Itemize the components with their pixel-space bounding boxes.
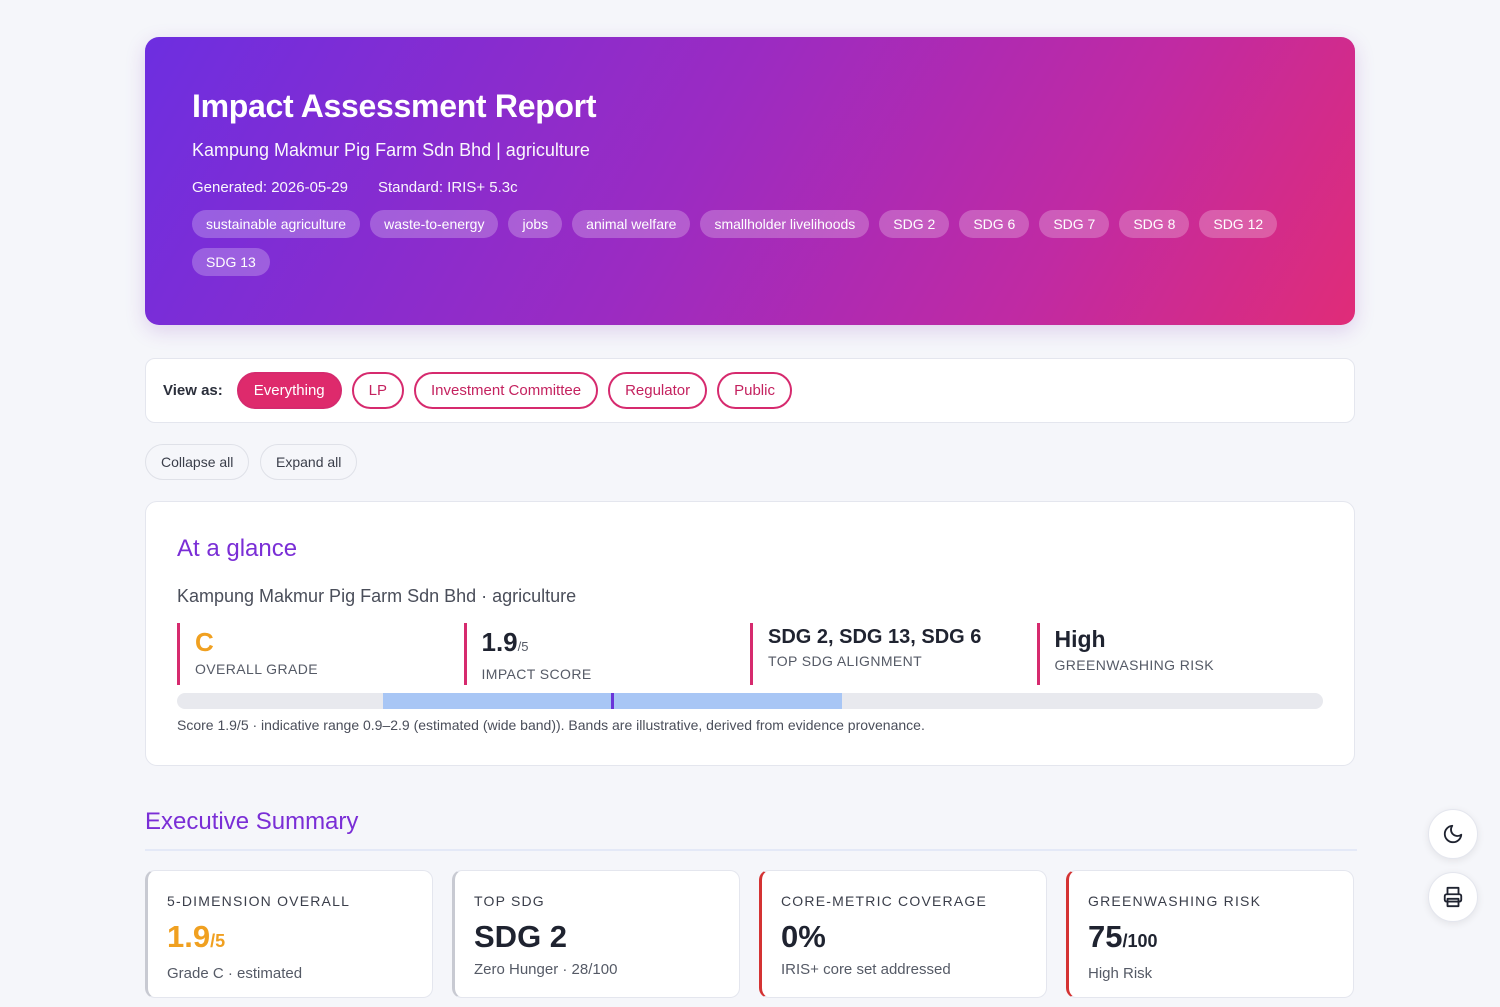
tag-jobs: jobs — [508, 210, 563, 238]
kpi-overall-grade: C OVERALL GRADE — [177, 623, 464, 685]
overall-grade-value: C — [195, 627, 214, 657]
report-subtitle: Kampung Makmur Pig Farm Sdn Bhd | agricu… — [192, 140, 590, 160]
at-a-glance-card: At a glance Kampung Makmur Pig Farm Sdn … — [145, 501, 1355, 766]
score-range-band — [177, 693, 1323, 709]
summary-card-key: CORE-METRIC COVERAGE — [781, 893, 988, 909]
summary-card-number: 1.9 — [167, 919, 211, 954]
greenwashing-value: High — [1054, 626, 1106, 652]
summary-card-sub: IRIS+ core set addressed — [781, 961, 951, 978]
summary-card-greenwashing: GREENWASHING RISK 75/100 High Risk — [1066, 870, 1354, 998]
tag-sdg-12: SDG 12 — [1199, 210, 1278, 238]
impact-score-number: 1.9 — [481, 627, 518, 657]
executive-summary-title: Executive Summary — [145, 808, 359, 835]
view-as-bar: View as: Everything LP Investment Commit… — [145, 358, 1355, 423]
kpi-greenwashing: High GREENWASHING RISK — [1036, 623, 1324, 685]
score-band-note: Score 1.9/5 · indicative range 0.9–2.9 (… — [177, 717, 925, 733]
tag-sdg-2: SDG 2 — [879, 210, 950, 238]
summary-card-key: TOP SDG — [474, 893, 545, 909]
score-marker — [611, 693, 615, 709]
page-title: Impact Assessment Report — [192, 88, 597, 124]
greenwashing-caption: GREENWASHING RISK — [1054, 657, 1215, 673]
view-regulator-button[interactable]: Regulator — [608, 372, 708, 409]
summary-card-value: SDG 2 — [474, 919, 568, 954]
printer-icon — [1443, 886, 1463, 908]
view-investment-committee-button[interactable]: Investment Committee — [414, 372, 599, 409]
print-button[interactable] — [1428, 872, 1478, 922]
tag-smallholder-livelihoods: smallholder livelihoods — [700, 210, 870, 238]
view-public-button[interactable]: Public — [717, 372, 792, 409]
tag-list: sustainable agriculture waste-to-energy … — [192, 210, 1312, 276]
expand-all-button[interactable]: Expand all — [260, 444, 358, 480]
kpi-impact-score: 1.9/5 IMPACT SCORE — [463, 623, 751, 685]
at-a-glance-title: At a glance — [177, 535, 298, 562]
summary-card-sub: Grade C · estimated — [167, 965, 303, 982]
summary-card-value: 1.9/5 — [167, 919, 432, 959]
summary-card-suffix: /100 — [1122, 931, 1158, 951]
impact-score-suffix: /5 — [517, 639, 529, 654]
moon-icon — [1443, 824, 1463, 844]
summary-card-key: GREENWASHING RISK — [1088, 893, 1262, 909]
summary-card-overall: 5-DIMENSION OVERALL 1.9/5 Grade C · esti… — [145, 870, 433, 998]
summary-card-number: 75 — [1088, 919, 1123, 954]
tag-animal-welfare: animal welfare — [572, 210, 691, 238]
tag-sdg-8: SDG 8 — [1119, 210, 1190, 238]
summary-card-value: 0% — [781, 919, 826, 954]
impact-score-caption: IMPACT SCORE — [481, 666, 592, 682]
view-everything-button[interactable]: Everything — [236, 372, 342, 409]
section-divider — [145, 849, 1357, 851]
summary-card-suffix: /5 — [210, 931, 226, 951]
view-as-label: View as: — [163, 382, 223, 399]
summary-card-key: 5-DIMENSION OVERALL — [167, 893, 351, 909]
standard-label: Standard: IRIS+ 5.3c — [377, 179, 518, 196]
tag-sdg-7: SDG 7 — [1039, 210, 1110, 238]
report-header: Impact Assessment Report Kampung Makmur … — [145, 37, 1355, 325]
top-sdg-value: SDG 2, SDG 13, SDG 6 — [768, 626, 982, 648]
kpi-top-sdg: SDG 2, SDG 13, SDG 6 TOP SDG ALIGNMENT — [750, 623, 1037, 685]
tag-waste-to-energy: waste-to-energy — [370, 210, 499, 238]
summary-card-core-metric: CORE-METRIC COVERAGE 0% IRIS+ core set a… — [759, 870, 1047, 998]
tag-sustainable-agriculture: sustainable agriculture — [192, 210, 361, 238]
entity-line: Kampung Makmur Pig Farm Sdn Bhd · agricu… — [177, 586, 577, 606]
top-sdg-caption: TOP SDG ALIGNMENT — [768, 653, 923, 669]
summary-card-value: 75/100 — [1088, 919, 1353, 959]
view-lp-button[interactable]: LP — [351, 372, 404, 409]
tag-sdg-13: SDG 13 — [192, 248, 270, 276]
generated-date: Generated: 2026-05-29 — [192, 179, 348, 196]
theme-toggle-button[interactable] — [1428, 809, 1478, 859]
tag-sdg-6: SDG 6 — [959, 210, 1030, 238]
impact-score-value: 1.9/5 — [482, 627, 751, 662]
collapse-all-button[interactable]: Collapse all — [145, 444, 250, 480]
summary-card-sub: High Risk — [1088, 965, 1153, 982]
overall-grade-caption: OVERALL GRADE — [195, 661, 318, 677]
summary-card-top-sdg: TOP SDG SDG 2 Zero Hunger · 28/100 — [452, 870, 740, 998]
summary-card-sub: Zero Hunger · 28/100 — [474, 961, 618, 978]
